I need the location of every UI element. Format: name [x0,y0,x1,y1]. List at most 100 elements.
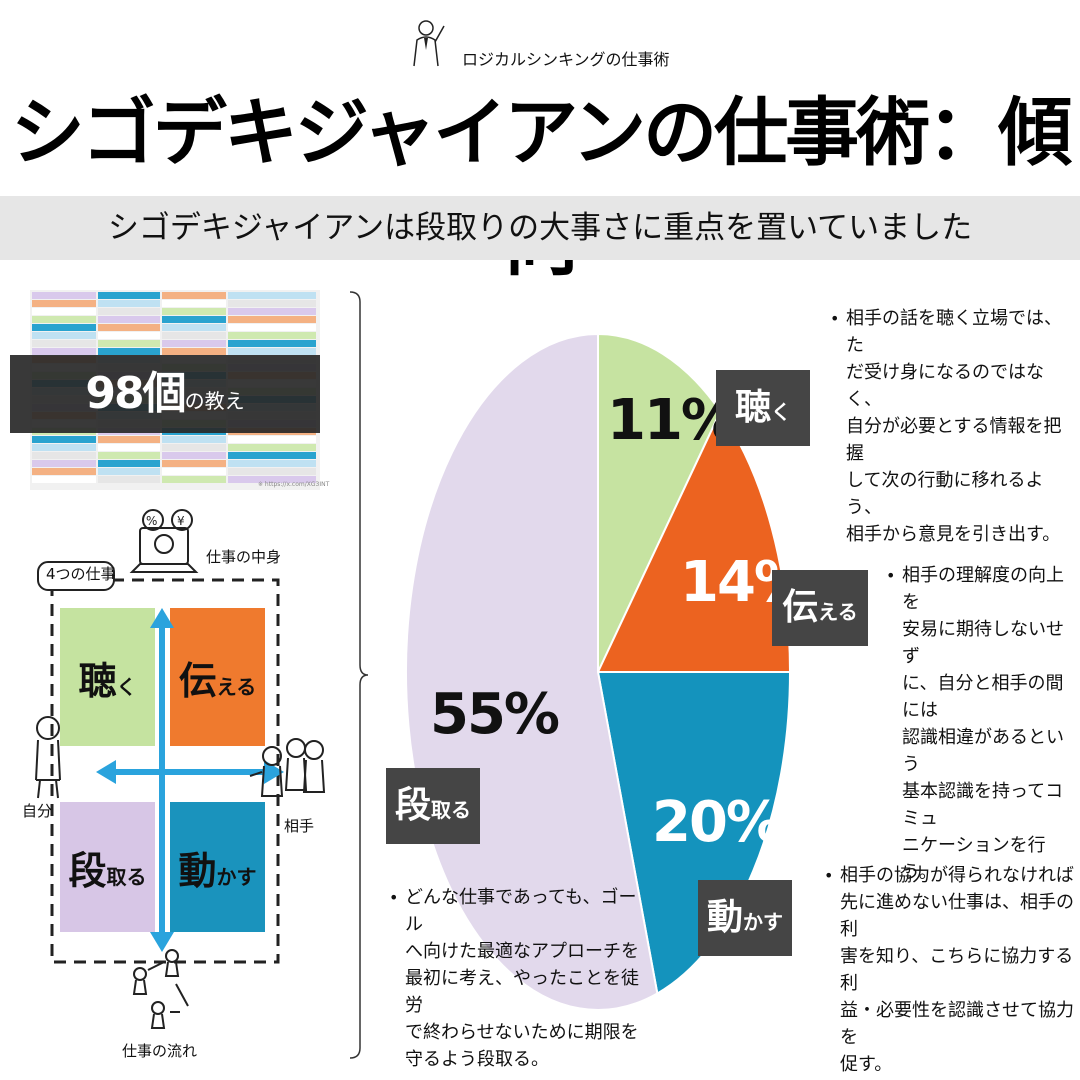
yen-icon: ¥ [177,514,185,528]
table-cell [228,348,316,355]
flow-label: 仕事の流れ [122,1042,198,1060]
self-label: 自分 [22,802,53,820]
content-label: 仕事の中身 [206,548,282,566]
table-cell [162,316,226,323]
table-cell [162,444,226,451]
table-cell [98,476,160,483]
table-cell [98,452,160,459]
table-cell [98,436,160,443]
table-cell [98,444,160,451]
desc-move: 相手の協力が得られなければ先に進めない仕事は、相手の利害を知り、こちらに協力する… [824,862,1078,1078]
table-cell [162,340,226,347]
count-banner [10,355,320,433]
table-cell [98,460,160,467]
table-cell [32,476,96,483]
desc-listen: 相手の話を聴く立場では、ただ受け身になるのではなく、自分が必要とする情報を把握し… [830,305,1076,548]
table-cell [162,300,226,307]
table-cell [228,444,316,451]
brand-header: ロジカルシンキングの仕事術 [0,18,1080,69]
table-cell [228,452,316,459]
table-cell [98,348,160,355]
quadrant-listen-label: 聴く [78,659,137,703]
table-cell [162,308,226,315]
table-cell [32,308,96,315]
table-cell [228,468,316,475]
quadrant-tell [170,608,265,746]
table-cell [98,308,160,315]
table-cell [32,436,96,443]
brand-name: ロジカルシンキングの仕事術 [462,50,670,69]
table-cell [162,468,226,475]
table-cell [98,324,160,331]
table-cell [98,316,160,323]
count-banner-text: 98個の教え [10,355,320,433]
source-note: ※ https://x.com/XG3INT [258,481,330,488]
table-cell [162,324,226,331]
desc-tell: 相手の理解度の向上を安易に期待しないせずに、自分と相手の間には認識相違があるとい… [886,562,1077,886]
table-cell [228,340,316,347]
table-cell [32,324,96,331]
table-cell [228,300,316,307]
work-flow-icon [132,949,189,1029]
laptop-icon [129,509,199,573]
table-cell [32,444,96,451]
table-cell [32,452,96,459]
slice-tag-move: 動かす [698,880,792,956]
lesson-count: 98個 [85,368,186,419]
slice-tag-listen: 聴く [716,370,810,446]
table-cell [32,348,96,355]
table-cell [162,292,226,299]
presenter-icon [413,20,445,67]
table-cell [98,300,160,307]
quadrant-listen [60,608,155,746]
table-cell [98,332,160,339]
table-cell [228,316,316,323]
other-people-icon [249,738,326,797]
self-person-icon [35,716,61,799]
table-cell [32,340,96,347]
bracket-divider [349,291,369,1059]
table-cell [228,436,316,443]
group-label: 4つの仕事 [46,565,116,583]
slice-percent-move: 20% [652,790,782,855]
table-cell [32,332,96,339]
quadrant-arrange-label: 段取る [68,849,147,893]
slice-tag-arrange: 段取る [386,768,480,844]
table-cell [228,332,316,339]
table-cell [162,348,226,355]
table-cell [98,292,160,299]
table-cell [32,300,96,307]
slice-tag-tell: 伝える [772,570,868,646]
group-label-box [37,561,115,591]
slice-percent-arrange: 55% [430,682,560,747]
axis-arrow-left-icon [96,760,116,784]
table-cell [98,340,160,347]
table-cell [98,468,160,475]
table-cell [228,308,316,315]
table-cell [162,436,226,443]
page-subtitle: シゴデキジャイアンは段取りの大事さに重点を置いていました [107,210,973,246]
quadrant-move-label: 動かす [178,849,257,893]
subtitle-bar [0,196,1080,260]
percent-icon: % [146,514,157,528]
table-cell [162,460,226,467]
table-cell [32,292,96,299]
lesson-count-suffix: の教え [184,389,245,413]
pie-slice-move [596,671,792,996]
table-cell [228,460,316,467]
other-label: 相手 [284,817,315,835]
table-cell [162,452,226,459]
table-cell [32,468,96,475]
pie-slice-listen [597,332,722,673]
axis-arrow-down-icon [150,932,174,952]
table-cell [162,332,226,339]
table-cell [32,460,96,467]
table-cell [228,324,316,331]
table-cell [228,476,316,483]
slice-percent-listen: 11% [607,388,737,453]
table-cell [162,476,226,483]
four-works-diagram: % ¥ [35,509,326,1029]
table-cell [32,316,96,323]
quadrant-tell-label: 伝える [178,659,257,703]
table-cell [228,292,316,299]
